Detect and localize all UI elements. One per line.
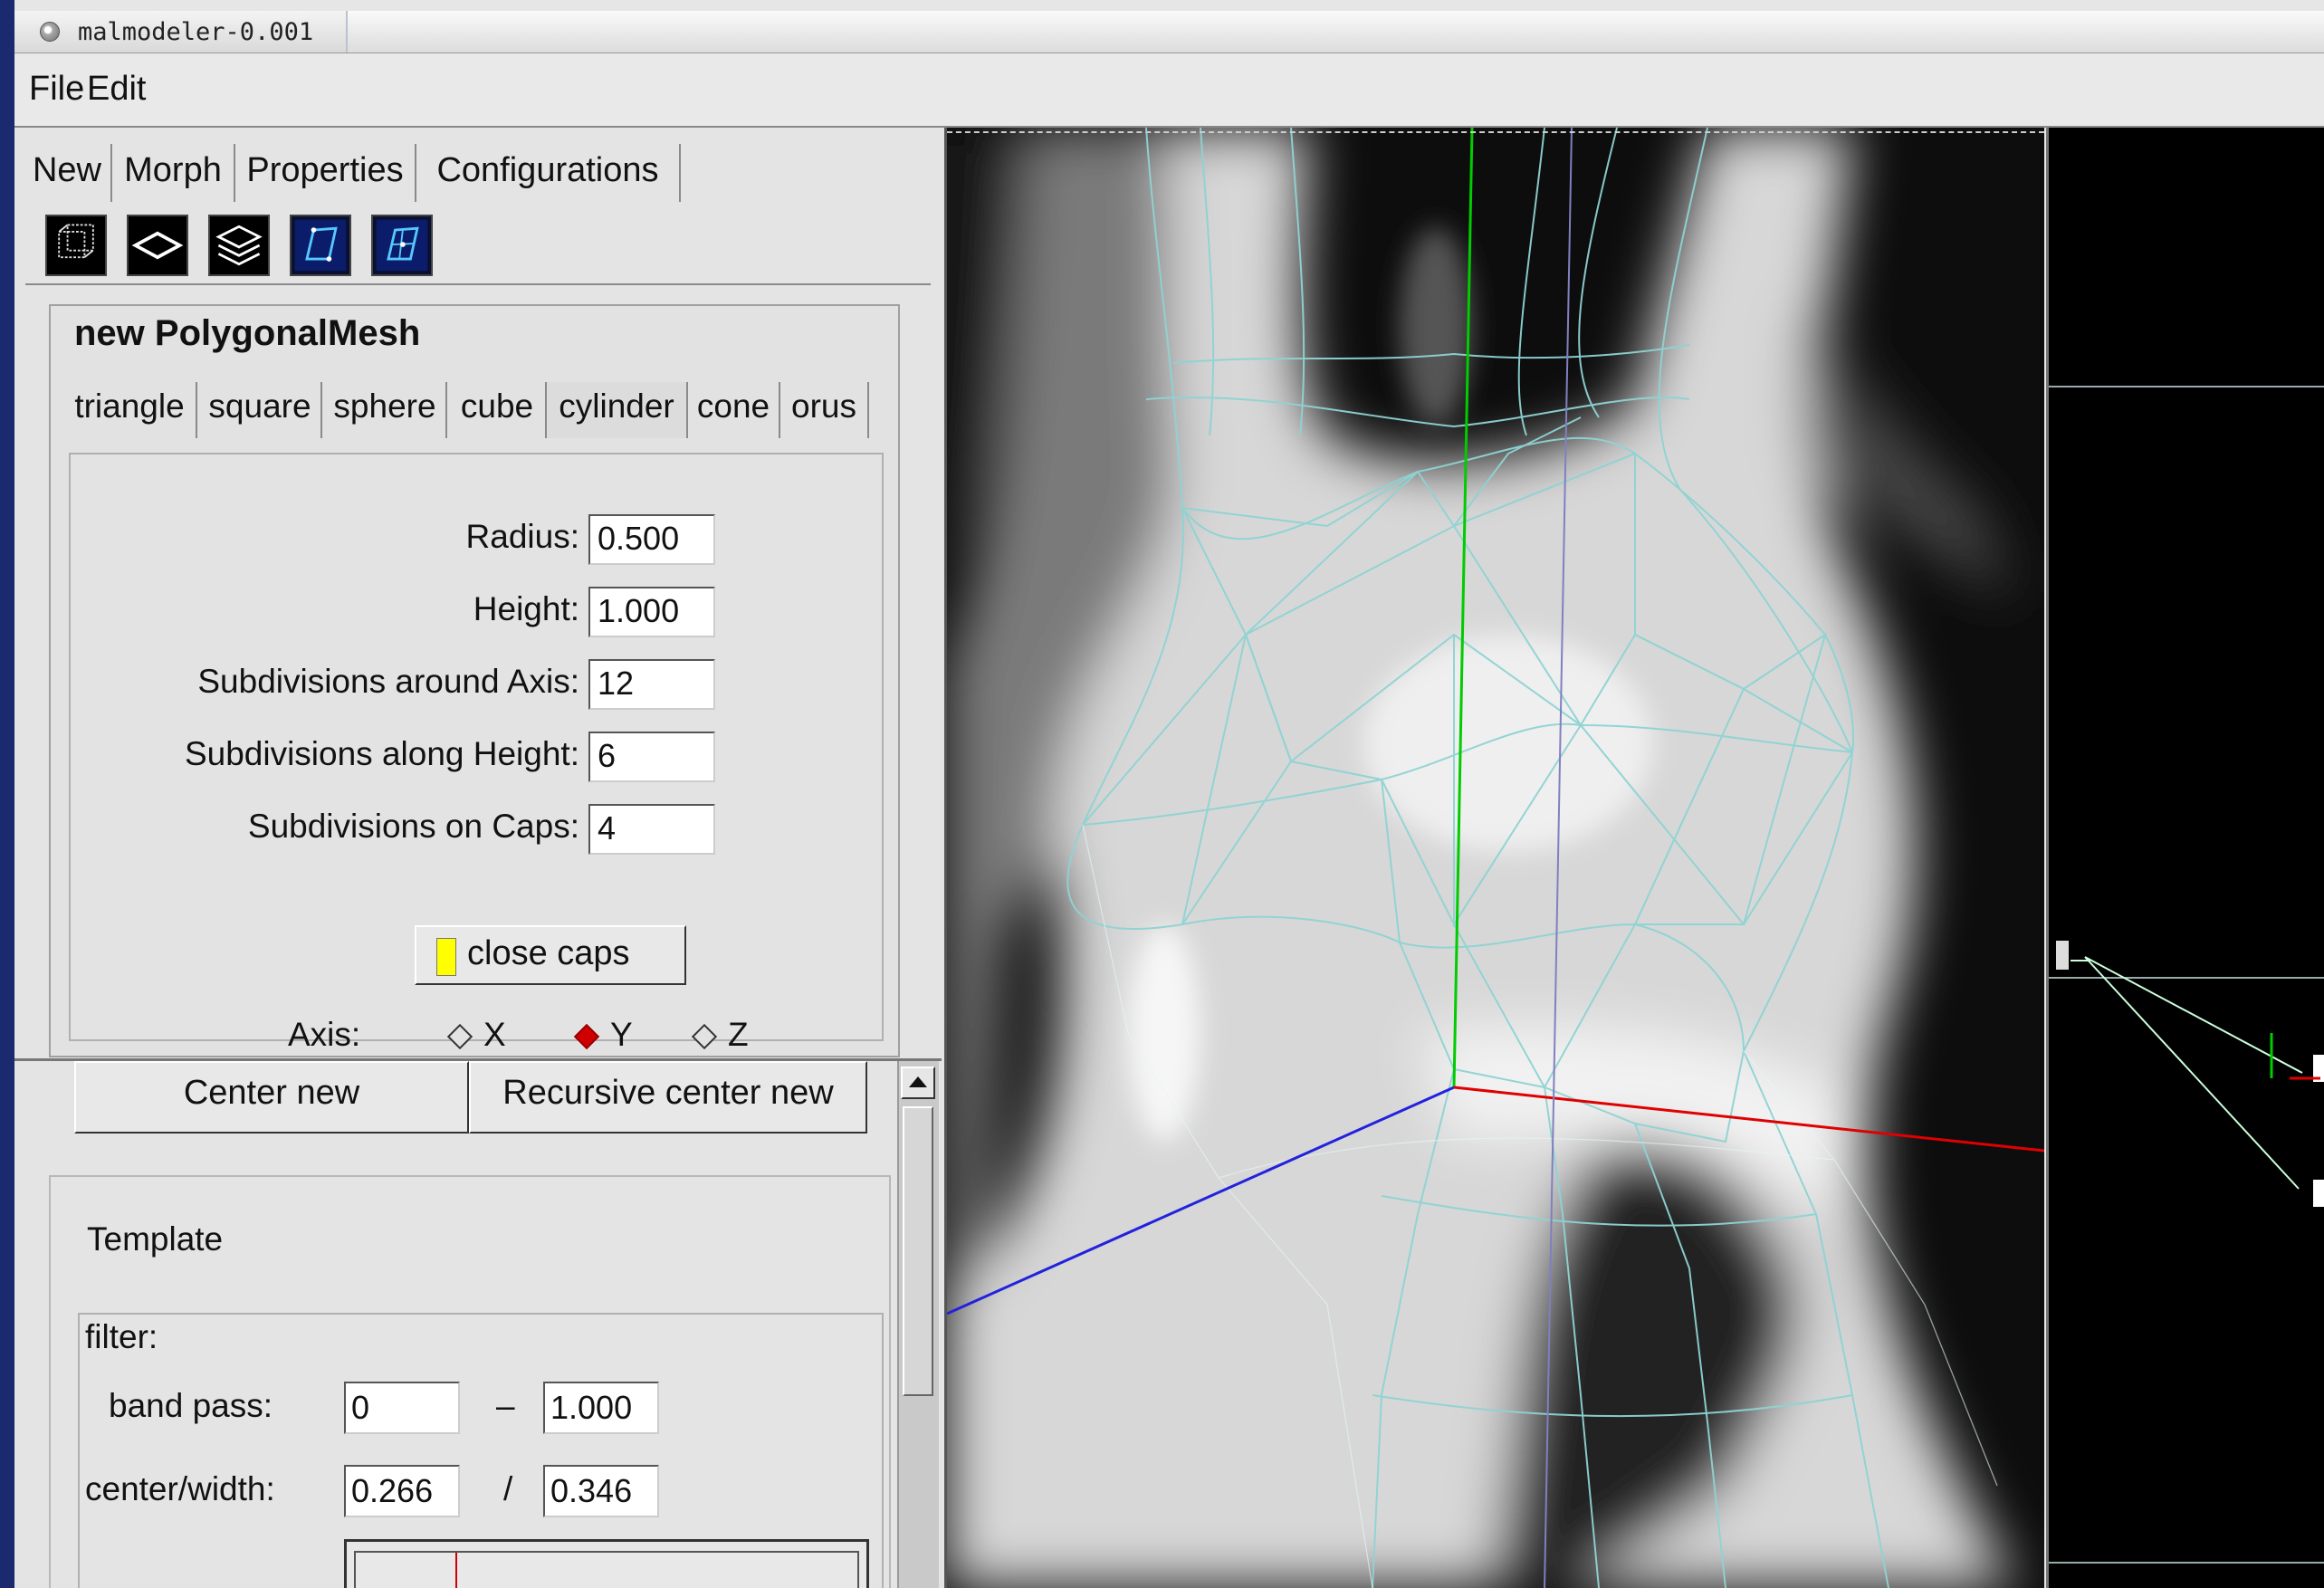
close-caps-toggle[interactable]: close caps xyxy=(415,925,686,985)
tab-cube[interactable]: cube xyxy=(449,382,547,438)
side-view-canvas xyxy=(2049,386,2324,1564)
axis-radio-x[interactable]: X xyxy=(446,1016,506,1054)
viewport-border xyxy=(947,131,2044,133)
z-axis-line xyxy=(947,1086,1455,1315)
menu-bar: File Edit xyxy=(14,53,2324,128)
height-field[interactable]: 1.000 xyxy=(588,587,715,637)
subdivisions-axis-field[interactable]: 12 xyxy=(588,659,715,710)
menu-file[interactable]: File xyxy=(29,70,85,108)
menu-edit[interactable]: Edit xyxy=(87,70,147,108)
scroll-area: Center new Recursive center new Templatе… xyxy=(14,1058,942,1588)
title-bar: malmodeler-0.001 xyxy=(14,11,2324,53)
axis-radio-z[interactable]: Z xyxy=(691,1016,749,1054)
plane-icon[interactable] xyxy=(127,215,188,276)
group-title: new PolygonalMesh xyxy=(74,313,421,353)
tab-properties[interactable]: Properties xyxy=(235,144,416,202)
x-axis-line xyxy=(1453,1086,2044,1153)
3d-viewport[interactable] xyxy=(947,128,2044,1588)
handle-right-top xyxy=(2313,1055,2324,1082)
filter-label: filter: xyxy=(85,1318,158,1355)
center-new-button[interactable]: Center new xyxy=(74,1061,469,1134)
subdivisions-caps-label: Subdivisions on Caps: xyxy=(247,808,579,845)
tab-torus[interactable]: orus xyxy=(780,382,869,438)
filter-group: filter: band pass: 0 – 1.000 center/widt… xyxy=(78,1313,884,1588)
filter-histogram[interactable] xyxy=(344,1539,869,1588)
radio-off-icon xyxy=(691,1024,718,1050)
tab-new[interactable]: New xyxy=(24,144,112,202)
wireframe-cube-icon[interactable] xyxy=(45,215,107,276)
vertical-scrollbar[interactable] xyxy=(897,1061,939,1588)
height-label: Height: xyxy=(473,590,579,627)
y-axis-line xyxy=(1452,128,1474,1088)
control-panel: New Morph Properties Configurations new xyxy=(14,128,947,1588)
center-width-separator: / xyxy=(503,1470,513,1507)
tab-sphere[interactable]: sphere xyxy=(324,382,447,438)
viewport-canvas xyxy=(947,128,2044,1588)
band-pass-separator: – xyxy=(496,1387,515,1424)
axis-label: Axis: xyxy=(288,1016,361,1053)
histogram-plot xyxy=(354,1551,859,1588)
shape-tab-bar: triangle square sphere cube cylinder con… xyxy=(51,369,902,447)
side-view[interactable] xyxy=(2046,128,2324,1588)
handle-right-bottom xyxy=(2313,1180,2324,1207)
close-caps-indicator xyxy=(436,938,456,976)
new-mesh-group: new PolygonalMesh triangle square sphere… xyxy=(49,304,900,1057)
band-pass-label: band pass: xyxy=(109,1387,273,1424)
recursive-center-new-button[interactable]: Recursive center new xyxy=(469,1061,867,1134)
band-pass-high-field[interactable]: 1.000 xyxy=(543,1382,659,1434)
tab-morph[interactable]: Morph xyxy=(112,144,235,202)
axis-radio-y[interactable]: Y xyxy=(573,1016,633,1054)
arrow-up-icon xyxy=(909,1076,927,1087)
window-title: malmodeler-0.001 xyxy=(78,18,314,46)
template-group: Templatе filter: band pass: 0 – 1.000 ce… xyxy=(49,1175,891,1588)
tab-configurations[interactable]: Configurations xyxy=(416,144,681,202)
tab-square[interactable]: square xyxy=(199,382,322,438)
handle-left xyxy=(2056,941,2069,970)
layers-icon[interactable] xyxy=(208,215,270,276)
width-field[interactable]: 0.346 xyxy=(543,1465,659,1517)
histogram-marker[interactable] xyxy=(455,1553,457,1588)
center-width-label: center/width: xyxy=(85,1470,275,1507)
grid-morph-icon[interactable] xyxy=(371,215,433,276)
radius-label: Radius: xyxy=(465,518,579,555)
scroll-thumb[interactable] xyxy=(903,1106,933,1396)
subdivisions-axis-label: Subdivisions around Axis: xyxy=(197,663,579,700)
morph-icon[interactable] xyxy=(290,215,351,276)
band-pass-low-field[interactable]: 0 xyxy=(344,1382,460,1434)
radius-field[interactable]: 0.500 xyxy=(588,514,715,565)
subdivisions-height-label: Subdivisions along Height: xyxy=(184,735,579,772)
subdivisions-caps-field[interactable]: 4 xyxy=(588,804,715,855)
template-label: Templatе xyxy=(87,1220,224,1258)
tab-cone[interactable]: cone xyxy=(688,382,780,438)
center-field[interactable]: 0.266 xyxy=(344,1465,460,1517)
window-title-tab[interactable]: malmodeler-0.001 xyxy=(14,11,348,53)
subdivisions-height-field[interactable]: 6 xyxy=(588,732,715,782)
cylinder-parameters: Radius: 0.500 Height: 1.000 Subdivisions… xyxy=(69,453,884,1053)
tool-row xyxy=(25,207,931,285)
app-window: malmodeler-0.001 File Edit New Morph Pro… xyxy=(14,0,2324,1588)
window-menu-icon[interactable] xyxy=(40,22,60,42)
tab-cylinder[interactable]: cylinder xyxy=(547,382,688,438)
close-caps-label: close caps xyxy=(467,934,630,972)
radio-on-icon xyxy=(573,1024,600,1050)
tab-triangle[interactable]: triangle xyxy=(63,382,197,438)
radio-off-icon xyxy=(446,1024,473,1050)
scroll-up-button[interactable] xyxy=(901,1067,935,1099)
